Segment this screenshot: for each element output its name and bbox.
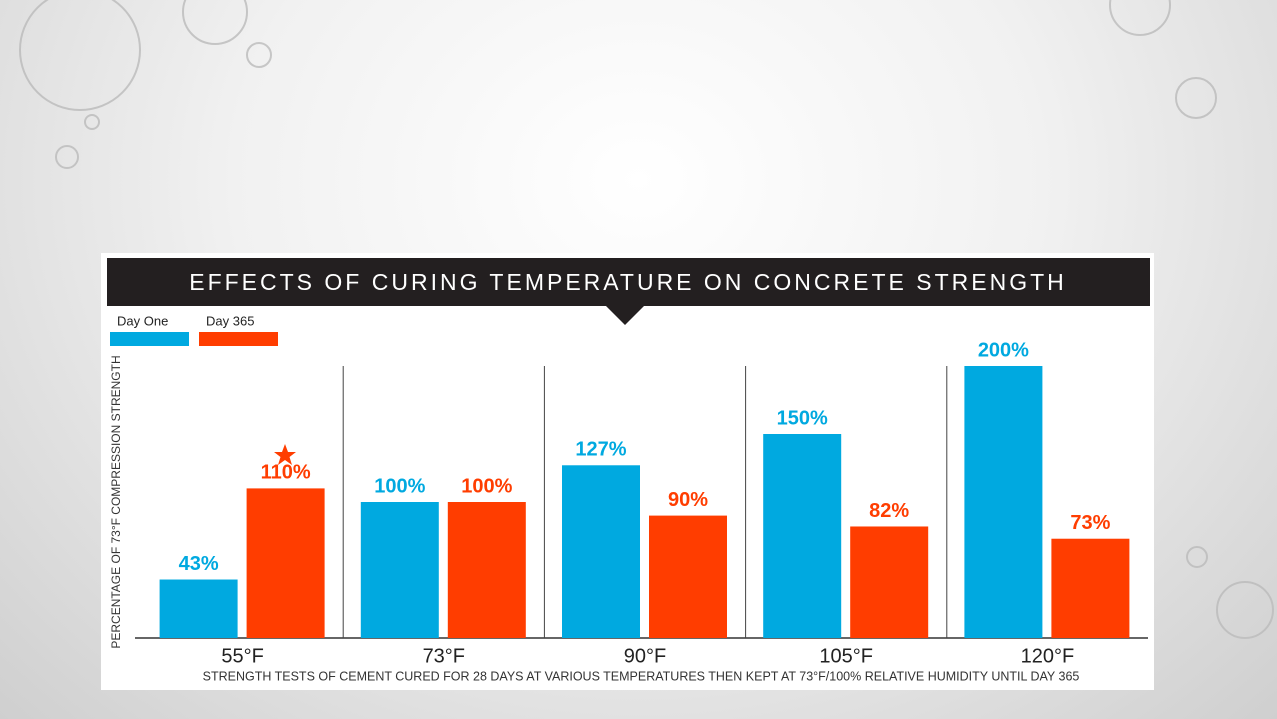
bar [160,580,238,638]
footnote: STRENGTH TESTS OF CEMENT CURED FOR 28 DA… [203,669,1080,683]
bar [964,366,1042,638]
data-label: 150% [777,407,828,429]
legend-swatch [199,332,278,346]
x-tick-label: 90°F [624,645,666,667]
slide: EFFECTS OF CURING TEMPERATURE ON CONCRET… [0,0,1277,719]
legend-label: Day One [117,313,168,328]
data-label: 73% [1070,512,1110,534]
data-label: 43% [179,553,219,575]
legend-swatch [110,332,189,346]
bar [649,516,727,638]
y-axis-label: PERCENTAGE OF 73°F COMPRESSION STRENGTH [109,355,123,648]
bar [247,488,325,638]
bar [448,502,526,638]
data-label: 90% [668,489,708,511]
data-label: 82% [869,500,909,522]
chart-title: EFFECTS OF CURING TEMPERATURE ON CONCRET… [189,269,1067,295]
bar [763,434,841,638]
bar [562,465,640,638]
data-label: 200% [978,339,1029,361]
x-tick-label: 105°F [819,645,873,667]
x-tick-label: 73°F [423,645,465,667]
legend-label: Day 365 [206,313,254,328]
data-label: 127% [575,439,626,461]
data-label: 110% [261,462,311,484]
bar [1051,539,1129,638]
data-label: 100% [461,475,512,497]
x-tick-label: 55°F [221,645,263,667]
chart: EFFECTS OF CURING TEMPERATURE ON CONCRET… [0,0,1277,719]
bar [361,502,439,638]
x-tick-label: 120°F [1021,645,1075,667]
data-label: 100% [374,475,425,497]
bar [850,526,928,638]
